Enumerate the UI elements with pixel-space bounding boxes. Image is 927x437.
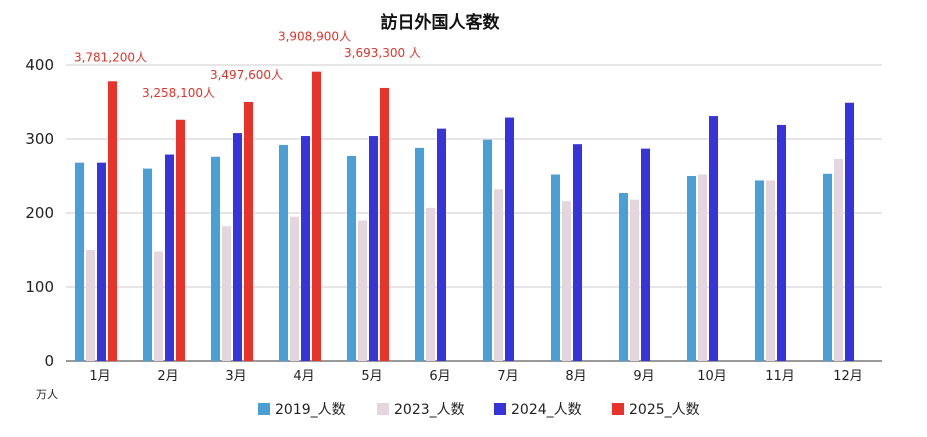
y-tick-label: 300 (25, 130, 54, 148)
legend-label: 2019_人数 (275, 402, 346, 418)
bar-2024_人数-7月 (505, 117, 514, 361)
bar-2023_人数-5月 (358, 220, 367, 361)
data-label: 3,693,300 人 (344, 46, 421, 60)
bar-2019_人数-5月 (347, 156, 356, 361)
legend-swatch (612, 403, 624, 415)
bar-2023_人数-8月 (562, 201, 571, 361)
bar-2023_人数-4月 (290, 216, 299, 361)
grid-layer: 0 100 200 300 400 (25, 56, 882, 370)
bar-2023_人数-2月 (154, 251, 163, 361)
legend-label: 2025_人数 (629, 402, 700, 418)
x-tick-label: 5月 (361, 369, 382, 384)
bar-2025_人数-1月 (108, 81, 117, 361)
legend-swatch (258, 403, 270, 415)
x-tick-label: 12月 (833, 369, 863, 384)
bar-2024_人数-8月 (573, 144, 582, 361)
data-label: 3,781,200人 (74, 50, 147, 64)
bar-2019_人数-7月 (483, 139, 492, 361)
legend: 2019_人数 2023_人数 2024_人数 2025_人数 (258, 402, 700, 418)
data-label: 3,258,100人 (142, 86, 215, 100)
bar-2019_人数-11月 (755, 180, 764, 361)
bar-2019_人数-8月 (551, 174, 560, 361)
bar-2019_人数-2月 (143, 168, 152, 361)
x-tick-label: 3月 (225, 369, 246, 384)
bar-2023_人数-9月 (630, 199, 639, 361)
legend-label: 2024_人数 (511, 402, 582, 418)
x-tick-label: 11月 (765, 369, 795, 384)
bar-2024_人数-2月 (165, 154, 174, 361)
bar-2019_人数-4月 (279, 144, 288, 361)
bar-2019_人数-9月 (619, 193, 628, 361)
bar-2024_人数-3月 (233, 133, 242, 361)
x-tick-label: 7月 (497, 369, 518, 384)
y-tick-label: 100 (25, 278, 54, 296)
legend-swatch (494, 403, 506, 415)
bar-2024_人数-6月 (437, 128, 446, 361)
x-axis: 1月 2月 3月 4月 5月 6月 7月 8月 9月 10月 11月 12月 (89, 369, 862, 384)
bar-2024_人数-4月 (301, 136, 310, 361)
bar-2019_人数-10月 (687, 176, 696, 361)
y-tick-label: 400 (25, 56, 54, 74)
x-tick-label: 10月 (697, 369, 727, 384)
bar-2024_人数-12月 (845, 102, 854, 362)
bar-2024_人数-10月 (709, 116, 718, 361)
bar-2023_人数-10月 (698, 174, 707, 361)
bar-2023_人数-11月 (766, 180, 775, 361)
bar-2024_人数-5月 (369, 136, 378, 361)
bars-layer (75, 71, 854, 362)
bar-2024_人数-11月 (777, 124, 786, 361)
bar-2025_人数-5月 (380, 87, 389, 361)
bar-2019_人数-3月 (211, 156, 220, 361)
y-tick-label: 0 (44, 352, 54, 370)
data-label: 3,497,600人 (210, 68, 283, 82)
data-label: 3,908,900人 (278, 30, 351, 44)
bar-2019_人数-1月 (75, 162, 84, 361)
y-tick-label: 200 (25, 204, 54, 222)
bar-2025_人数-3月 (244, 102, 253, 361)
x-tick-label: 9月 (633, 369, 654, 384)
bar-2023_人数-6月 (426, 207, 435, 361)
legend-label: 2023_人数 (394, 402, 465, 418)
x-tick-label: 8月 (565, 369, 586, 384)
bar-2023_人数-1月 (86, 250, 95, 361)
x-tick-label: 4月 (293, 369, 314, 384)
data-labels-layer: 3,781,200人 3,258,100人 3,497,600人 3,908,900人… (74, 30, 421, 100)
x-tick-label: 6月 (429, 369, 450, 384)
bar-2023_人数-3月 (222, 226, 231, 361)
bar-2025_人数-2月 (176, 119, 185, 361)
bar-2023_人数-12月 (834, 158, 843, 361)
bar-2025_人数-4月 (312, 71, 321, 361)
bar-2019_人数-6月 (415, 147, 424, 361)
x-tick-label: 2月 (157, 369, 178, 384)
bar-2024_人数-9月 (641, 148, 650, 361)
bar-2024_人数-1月 (97, 162, 106, 361)
legend-swatch (377, 403, 389, 415)
bar-2023_人数-7月 (494, 189, 503, 361)
y-unit-label: 万人 (36, 388, 58, 401)
x-tick-label: 1月 (89, 369, 110, 384)
bar-2019_人数-12月 (823, 173, 832, 361)
chart-title: 訪日外国人客数 (381, 12, 501, 33)
